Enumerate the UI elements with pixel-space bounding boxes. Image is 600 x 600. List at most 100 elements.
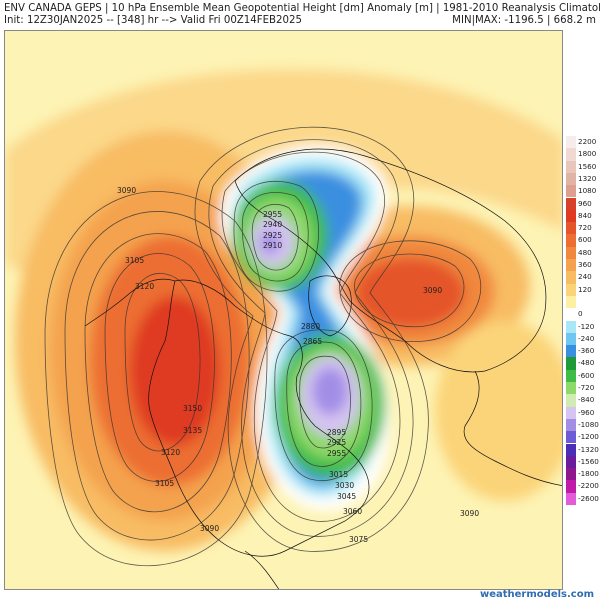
legend-row: 720 bbox=[566, 222, 600, 235]
height-contour-ridge-1 bbox=[124, 272, 201, 452]
height-contour-vortex-2 bbox=[208, 139, 414, 537]
contour-label: 2955 bbox=[263, 210, 282, 219]
contour-label: 3090 bbox=[423, 286, 442, 295]
legend-label: -1200 bbox=[578, 432, 599, 442]
anomaly-canadian-lobe-purple bbox=[312, 367, 348, 415]
legend-label: -120 bbox=[578, 321, 595, 331]
coast-alaska bbox=[84, 278, 176, 327]
height-contour-ridge-5 bbox=[44, 191, 268, 567]
contour-label: 3045 bbox=[337, 492, 356, 501]
contour-label: 3075 bbox=[349, 535, 368, 544]
legend-swatch bbox=[566, 172, 576, 186]
legend-swatch bbox=[566, 394, 576, 407]
legend-swatch bbox=[566, 431, 576, 444]
contour-label: 2940 bbox=[263, 220, 282, 229]
legend-label: 960 bbox=[578, 198, 592, 208]
legend-swatch bbox=[566, 283, 576, 296]
height-contour-siberian-2 bbox=[241, 192, 309, 282]
legend-label: -240 bbox=[578, 333, 595, 343]
legend-label: -1800 bbox=[578, 469, 599, 479]
height-contour-siberian-3 bbox=[251, 203, 299, 271]
legend-swatch bbox=[566, 234, 576, 247]
legend-label: -960 bbox=[578, 407, 595, 417]
legend-swatch bbox=[566, 492, 576, 505]
contour-labels: 3090310531203150313531203105309029552940… bbox=[117, 186, 479, 544]
legend-row: 0 bbox=[566, 308, 600, 321]
legend-label: -720 bbox=[578, 383, 595, 392]
contour-label: 3090 bbox=[200, 524, 219, 533]
legend-label: 240 bbox=[578, 272, 592, 282]
init-valid-line: Init: 12Z30JAN2025 -- [348] hr --> Valid… bbox=[4, 15, 302, 26]
legend-row: -480 bbox=[566, 357, 600, 370]
legend-row: 240 bbox=[566, 271, 600, 284]
legend-label: -600 bbox=[578, 370, 595, 380]
legend-row: -1200 bbox=[566, 431, 600, 444]
contour-label: 2955 bbox=[327, 449, 346, 458]
legend-row: -1320 bbox=[566, 443, 600, 456]
legend-swatch bbox=[566, 308, 576, 321]
legend-row: 600 bbox=[566, 234, 600, 247]
height-contour-ridge-4 bbox=[64, 211, 250, 541]
legend-swatch bbox=[566, 480, 576, 493]
legend-row: -240 bbox=[566, 332, 600, 346]
contour-label: 3105 bbox=[125, 256, 144, 265]
legend-label: 480 bbox=[578, 247, 592, 257]
legend-swatch bbox=[566, 320, 576, 333]
legend-row: -2600 bbox=[566, 492, 600, 505]
legend-label: -360 bbox=[578, 346, 595, 356]
legend-row: -720 bbox=[566, 382, 600, 395]
legend-label: 360 bbox=[578, 260, 592, 269]
legend-swatch bbox=[566, 222, 576, 235]
height-contour-canadian-3 bbox=[299, 355, 351, 449]
contour-label: 3015 bbox=[329, 470, 348, 479]
legend-label: 840 bbox=[578, 210, 592, 220]
legend-swatch bbox=[566, 185, 576, 198]
height-contour-siberian-1 bbox=[233, 180, 319, 292]
anomaly-siberian-lobe-purple bbox=[260, 231, 280, 255]
legend-label: -840 bbox=[578, 395, 595, 405]
legend-row: 1560 bbox=[566, 160, 600, 173]
legend-label: -2200 bbox=[578, 481, 599, 491]
legend-row: 960 bbox=[566, 197, 600, 210]
legend-swatch bbox=[566, 443, 576, 456]
height-contour-eurasia-1 bbox=[354, 253, 465, 328]
anomaly-eurasia-ridge-inner bbox=[355, 258, 465, 328]
legend-row: -2200 bbox=[566, 480, 600, 493]
legend-row: 480 bbox=[566, 246, 600, 259]
legend-label: 720 bbox=[578, 223, 592, 233]
contour-label: 2895 bbox=[327, 428, 346, 437]
legend-label: 1560 bbox=[578, 161, 597, 171]
contour-label: 3090 bbox=[117, 186, 136, 195]
contour-label: 3120 bbox=[135, 282, 154, 291]
contour-label: 3120 bbox=[161, 448, 180, 457]
legend-swatch bbox=[566, 197, 576, 210]
legend-label: 0 bbox=[578, 309, 583, 319]
anomaly-map-svg: 3090310531203150313531203105309029552940… bbox=[5, 31, 562, 589]
legend-label: 2200 bbox=[578, 137, 597, 146]
contour-label: 3150 bbox=[183, 404, 202, 413]
legend-label: 1320 bbox=[578, 173, 597, 183]
contour-label: 2910 bbox=[263, 241, 282, 250]
coast-north-america bbox=[148, 279, 370, 557]
contour-label: 3060 bbox=[343, 507, 362, 516]
legend-row bbox=[566, 295, 600, 309]
legend-swatch bbox=[566, 160, 576, 173]
anomaly-atlantic-warm bbox=[435, 321, 562, 501]
legend-row: -1560 bbox=[566, 455, 600, 469]
contour-label: 3105 bbox=[155, 479, 174, 488]
legend-label: 1800 bbox=[578, 149, 597, 159]
coast-eurasia bbox=[234, 148, 547, 373]
legend-row: 2200 bbox=[566, 136, 600, 149]
legend-row: -600 bbox=[566, 369, 600, 382]
legend-row: 360 bbox=[566, 259, 600, 272]
height-contour-vortex-3 bbox=[194, 126, 429, 552]
coastlines bbox=[84, 148, 562, 589]
legend-row: -360 bbox=[566, 345, 600, 358]
contour-label: 2865 bbox=[303, 337, 322, 346]
legend-swatch bbox=[566, 406, 576, 419]
height-contour-ridge-3 bbox=[84, 233, 232, 513]
contour-label: 3135 bbox=[183, 426, 202, 435]
coast-greenland bbox=[308, 275, 352, 337]
legend-swatch bbox=[566, 357, 576, 370]
contour-label: 3030 bbox=[335, 481, 354, 490]
